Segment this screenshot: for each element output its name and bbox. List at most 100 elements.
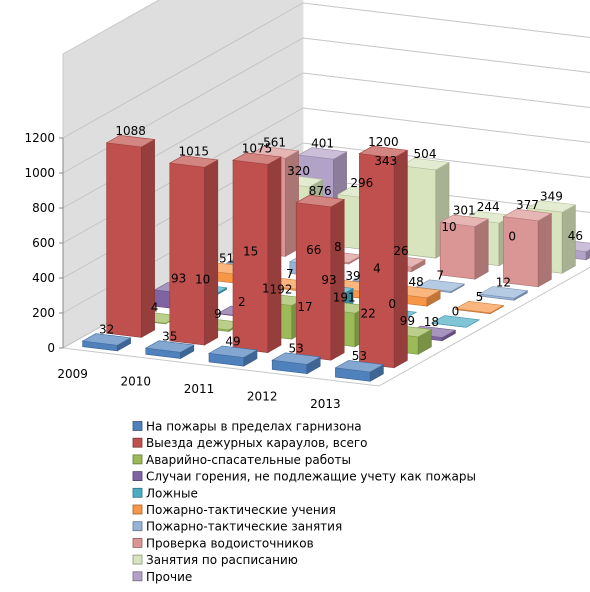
bar (208, 345, 258, 367)
bar (295, 194, 346, 361)
legend-label: Случаи горения, не подлежащие учету как … (146, 470, 476, 484)
data-label: 4 (151, 300, 159, 314)
data-label: 15 (243, 244, 258, 258)
data-label: 17 (297, 300, 312, 314)
data-label: 53 (289, 342, 304, 356)
data-label: 1200 (368, 135, 399, 149)
data-label: 26 (393, 244, 408, 258)
data-label: 99 (400, 314, 415, 328)
legend-item: Проверка водоисточников (132, 536, 314, 550)
gridline (62, 37, 590, 174)
data-label: 876 (309, 184, 332, 198)
data-label: 401 (311, 136, 334, 150)
y-tick-label: 0 (47, 341, 55, 355)
legend-item: На пожары в пределах гарнизона (132, 420, 362, 434)
bar (478, 286, 529, 301)
data-label: 0 (452, 304, 460, 318)
bar (144, 340, 195, 360)
y-tick-label: 1200 (24, 131, 55, 145)
data-label: 10 (441, 220, 456, 234)
data-label: 377 (516, 198, 539, 212)
y-tick-label: 1000 (24, 166, 55, 180)
data-label: 320 (287, 164, 310, 178)
data-label: 504 (414, 147, 437, 161)
data-label: 1075 (242, 142, 273, 156)
legend-swatch (132, 421, 143, 431)
data-label: 1015 (179, 145, 210, 159)
data-label: 12 (496, 275, 511, 289)
data-label: 349 (540, 189, 563, 203)
gridline (62, 2, 590, 139)
legend-swatch (132, 504, 143, 515)
data-label: 1088 (115, 124, 146, 138)
data-label: 10 (195, 272, 210, 286)
legend-swatch (132, 571, 143, 582)
y-tick-label: 400 (32, 271, 55, 285)
legend-label: На пожары в пределах гарнизона (146, 420, 362, 434)
bar (232, 152, 282, 354)
bar (105, 134, 156, 338)
legend-item: Случаи горения, не подлежащие учету как … (132, 470, 476, 484)
bar (271, 352, 322, 375)
legend-label: Выезда дежурных караулов, всего (146, 436, 367, 450)
legend-swatch (132, 521, 143, 532)
y-tick-label: 800 (32, 201, 55, 215)
bar (81, 333, 132, 352)
bar (168, 155, 219, 346)
legend-swatch (132, 437, 143, 448)
legend-label: Занятия по расписанию (146, 553, 298, 567)
legend-label: Проверка водоисточников (146, 536, 314, 550)
data-label: 7 (286, 267, 294, 281)
data-label: 192 (270, 283, 293, 297)
data-label: 0 (508, 229, 516, 243)
bar (430, 315, 481, 328)
legend-label: Пожарно-тактические учения (146, 503, 336, 517)
y-axis: 0 200 400 600 800 1000 1200 (24, 131, 64, 355)
legend-label: Ложные (146, 486, 198, 500)
legend-swatch (132, 487, 143, 498)
data-label: 93 (321, 273, 336, 287)
x-axis: 2009 2010 2011 2012 2013 (57, 367, 340, 411)
data-label: 4 (373, 262, 381, 276)
legend-label: Прочие (146, 570, 192, 584)
data-label: 244 (477, 200, 500, 214)
x-tick-label: 2010 (121, 374, 152, 388)
bar (358, 145, 409, 369)
legend-item: Занятия по расписанию (132, 553, 298, 567)
x-tick-label: 2012 (247, 390, 278, 404)
legend-swatch (132, 554, 143, 565)
data-label: 53 (352, 349, 367, 363)
legend-item: Выезда дежурных караулов, всего (132, 436, 367, 450)
x-tick-label: 2011 (184, 382, 215, 396)
legend-swatch (132, 471, 143, 482)
data-label: 343 (374, 154, 397, 168)
data-label: 39 (345, 269, 360, 283)
bar (454, 300, 505, 315)
legend-item: Ложные (132, 486, 198, 500)
data-label: 191 (333, 290, 356, 304)
data-label: 93 (171, 271, 186, 285)
y-tick-label: 200 (32, 306, 55, 320)
data-label: 5 (476, 290, 484, 304)
y-tick-label: 600 (32, 236, 55, 250)
data-label: 561 (263, 135, 286, 149)
data-label: 48 (409, 275, 424, 289)
data-label: 2 (238, 295, 246, 309)
data-label: 46 (568, 229, 583, 243)
data-label: 296 (350, 176, 373, 190)
bars (81, 134, 590, 382)
legend-swatch (132, 538, 143, 548)
legend-item: Аварийно-спасательные работы (132, 453, 351, 467)
legend-label: Пожарно-тактические занятия (146, 520, 342, 534)
x-tick-label: 2009 (57, 367, 88, 381)
data-label: 32 (99, 322, 114, 336)
data-label: 0 (388, 297, 396, 311)
data-label: 35 (162, 330, 177, 344)
legend: На пожары в пределах гарнизона Выезда деж… (132, 420, 476, 584)
data-label: 7 (436, 269, 444, 283)
data-label: 51 (219, 252, 234, 266)
data-label: 8 (334, 240, 342, 254)
bar (502, 208, 553, 288)
data-label: 9 (214, 307, 222, 321)
